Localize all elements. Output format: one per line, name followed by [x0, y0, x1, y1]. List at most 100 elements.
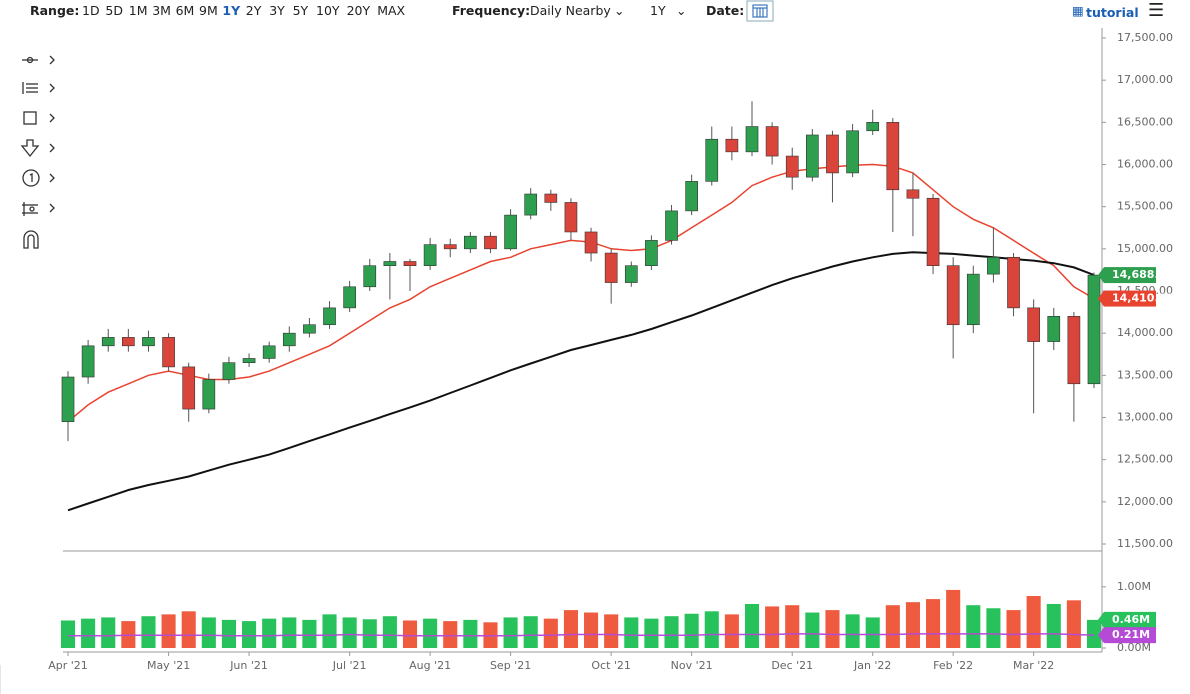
range-button[interactable]: 9M [199, 3, 218, 18]
x-tick-label: Jun '21 [229, 659, 268, 672]
candle-body [202, 379, 216, 410]
fib-tool[interactable] [22, 82, 55, 94]
period-select[interactable]: 1Y [650, 3, 666, 18]
candle-body [826, 134, 839, 174]
candle-body [464, 235, 477, 250]
last-value-label: 0.46M [1112, 613, 1150, 626]
candle-body [665, 210, 678, 241]
volume-bar [885, 605, 900, 648]
range-button[interactable]: 10Y [316, 3, 340, 18]
volume-bar [221, 619, 236, 648]
shape-tool[interactable] [23, 111, 55, 125]
last-value-pointer [1098, 267, 1104, 284]
last-value-box [1104, 627, 1156, 644]
range-button[interactable]: 2Y [245, 3, 262, 18]
magnet-tool[interactable] [23, 230, 39, 249]
tutorial-link[interactable]: tutorial [1086, 5, 1139, 20]
candle-body [725, 138, 739, 153]
range-button[interactable]: MAX [377, 3, 406, 18]
candle-body [765, 126, 779, 157]
chevron: ⌄ [676, 3, 687, 18]
candle-body [182, 366, 196, 410]
candle-body [242, 358, 256, 363]
frequency-select[interactable]: Daily Nearby [530, 3, 611, 18]
candle-body [323, 307, 336, 326]
candle-body [504, 214, 517, 250]
candle-body [282, 332, 296, 347]
menu-button[interactable]: ☰ [1148, 0, 1165, 21]
arrow-tool[interactable] [20, 139, 55, 158]
last-value-label: 14,688.75 [1112, 268, 1174, 281]
volume-bar [805, 612, 820, 648]
x-tick-label: Feb '22 [933, 659, 973, 672]
y-tick-label: 16,000.00 [1117, 158, 1173, 171]
candle-body [1067, 315, 1081, 385]
candle-body [584, 231, 598, 254]
volume-bar [1026, 596, 1041, 648]
x-tick-label: Jul '21 [332, 659, 367, 672]
annotation-tool[interactable] [22, 169, 55, 187]
volume-bar [282, 617, 297, 648]
volume-bar [1006, 610, 1021, 648]
range-button[interactable]: 1M [128, 3, 148, 18]
range-button[interactable]: 1Y [222, 3, 241, 18]
range-button[interactable]: 20Y [346, 3, 371, 18]
line-tool[interactable] [22, 55, 55, 65]
y-tick-label: 12,500.00 [1117, 453, 1173, 466]
x-tick-label: Apr '21 [48, 659, 88, 672]
volume-bar [704, 611, 719, 648]
volume-bar [724, 614, 739, 648]
candle-body [846, 130, 859, 174]
candle-body [222, 362, 236, 380]
candle-body [906, 189, 920, 199]
x-tick-label: May '21 [147, 659, 190, 672]
volume-bar [141, 616, 156, 648]
volume-bar [966, 605, 981, 648]
x-tick-label: Jan '22 [853, 659, 891, 672]
y-tick-label: 16,500.00 [1117, 115, 1173, 128]
y-tick-label: 14,000.00 [1117, 326, 1173, 339]
candle-body [544, 193, 558, 203]
volume-bar [1046, 603, 1061, 648]
candle-body [685, 181, 698, 212]
range-button[interactable]: 1D [82, 3, 100, 18]
candle-body [946, 265, 960, 326]
y-tick-label: 17,500.00 [1117, 31, 1173, 44]
candle-body [61, 376, 75, 423]
range-button[interactable]: 3M [152, 3, 171, 18]
frequency-label: Frequency: [452, 3, 531, 18]
volume-bar [905, 602, 920, 648]
volume-bar [181, 611, 196, 648]
last-value-pointer [1098, 627, 1104, 644]
volume-bar [765, 606, 780, 648]
y-tick-label: 13,500.00 [1117, 368, 1173, 381]
volume-bar [563, 610, 578, 648]
range-button[interactable]: 6M [175, 3, 195, 18]
volume-bar [1086, 619, 1102, 648]
candle-body [564, 202, 578, 233]
calendar-button[interactable] [746, 0, 774, 22]
volume-bar [423, 618, 438, 648]
volume-bar [1066, 600, 1081, 648]
chart: 11,500.00 12,000.00 12,500.00 13,000.00 13,5… [0, 28, 1174, 694]
candle-body [1087, 274, 1101, 385]
candle-body [363, 265, 377, 288]
candle-body [645, 240, 658, 266]
range-button[interactable]: 5Y [292, 3, 309, 18]
range-button[interactable]: 5D [105, 3, 123, 18]
candle-body [886, 122, 900, 191]
last-value-box [1104, 290, 1156, 307]
x-tick-label: Aug '21 [409, 659, 451, 672]
candle-body [101, 337, 115, 347]
tutorial-icon: ▦ [1072, 3, 1084, 18]
volume-bar [926, 599, 941, 648]
measure-tool[interactable] [22, 202, 55, 216]
candle-body [1007, 256, 1020, 309]
y-tick-label: 15,000.00 [1117, 242, 1173, 255]
volume-bar [785, 605, 800, 648]
x-tick-label: Oct '21 [591, 659, 631, 672]
last-value-label: 14,410.53 [1112, 292, 1174, 305]
range-button[interactable]: 3Y [269, 3, 285, 18]
y-tick-label: 0.00M [1117, 641, 1151, 654]
